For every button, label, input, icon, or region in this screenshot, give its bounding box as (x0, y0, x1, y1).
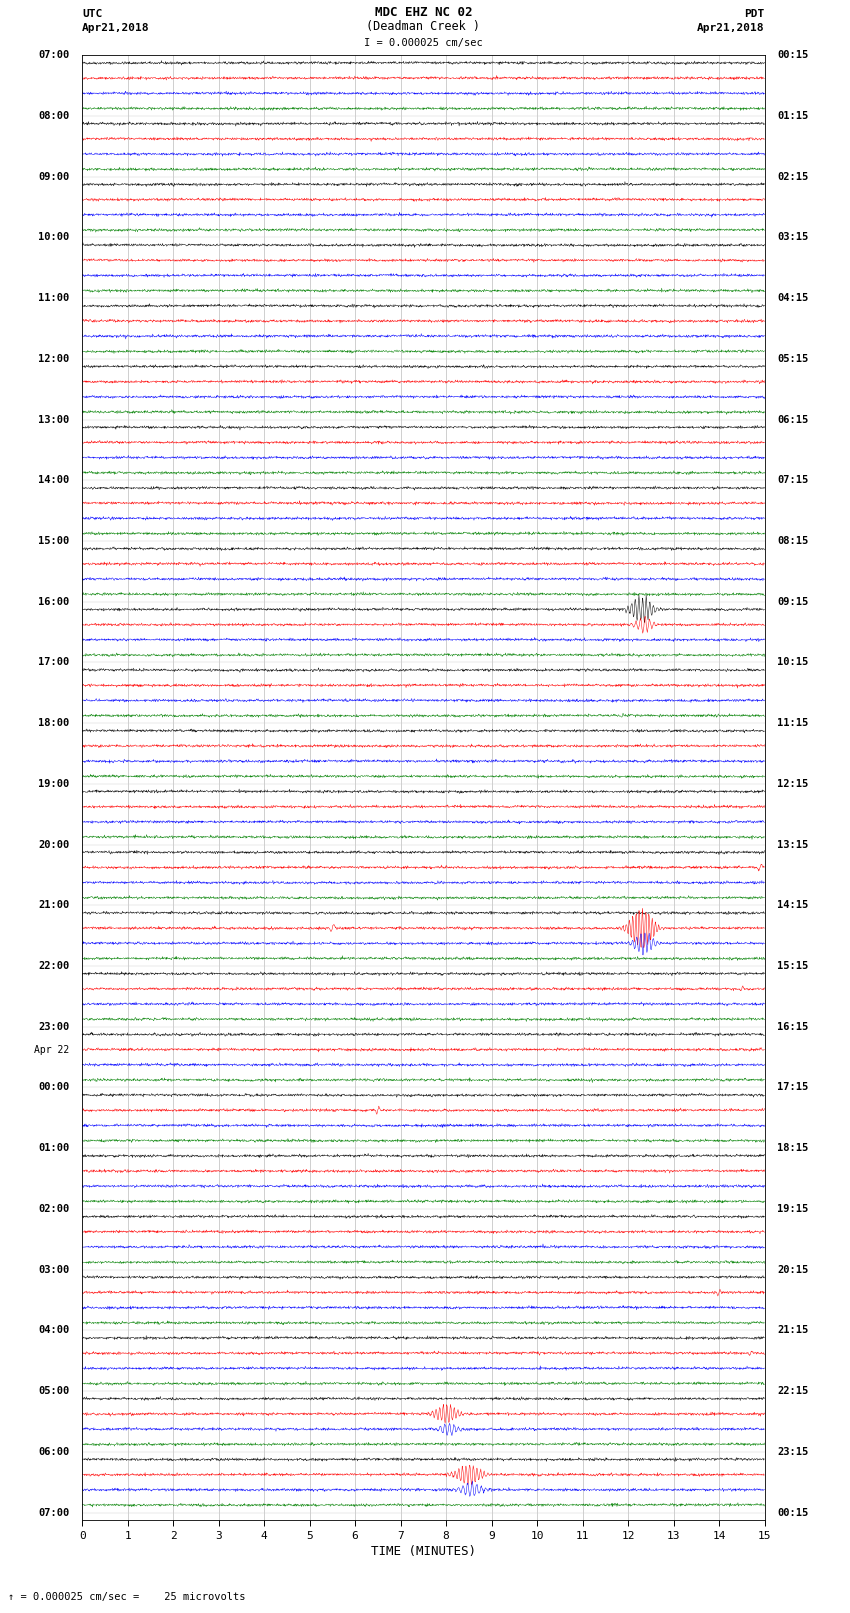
Text: 08:00: 08:00 (38, 111, 70, 121)
Text: 01:00: 01:00 (38, 1144, 70, 1153)
Text: 07:15: 07:15 (777, 476, 808, 486)
Text: Apr21,2018: Apr21,2018 (82, 23, 150, 34)
Text: (Deadman Creek ): (Deadman Creek ) (366, 21, 480, 34)
Text: 17:15: 17:15 (777, 1082, 808, 1092)
Text: 23:00: 23:00 (38, 1021, 70, 1032)
Text: 09:15: 09:15 (777, 597, 808, 606)
Text: 16:15: 16:15 (777, 1021, 808, 1032)
Text: 02:00: 02:00 (38, 1203, 70, 1215)
Text: I = 0.000025 cm/sec: I = 0.000025 cm/sec (364, 39, 483, 48)
Text: Apr21,2018: Apr21,2018 (697, 23, 764, 34)
Text: 03:00: 03:00 (38, 1265, 70, 1274)
Text: 16:00: 16:00 (38, 597, 70, 606)
Text: 22:15: 22:15 (777, 1386, 808, 1397)
Text: 15:15: 15:15 (777, 961, 808, 971)
Text: 19:00: 19:00 (38, 779, 70, 789)
Text: 08:15: 08:15 (777, 536, 808, 547)
Text: 20:00: 20:00 (38, 840, 70, 850)
Text: 09:00: 09:00 (38, 171, 70, 182)
Text: 05:15: 05:15 (777, 353, 808, 365)
Text: 04:15: 04:15 (777, 294, 808, 303)
Text: 11:15: 11:15 (777, 718, 808, 727)
Text: 07:00: 07:00 (38, 50, 70, 60)
Text: 01:15: 01:15 (777, 111, 808, 121)
Text: 20:15: 20:15 (777, 1265, 808, 1274)
Text: 19:15: 19:15 (777, 1203, 808, 1215)
Text: 02:15: 02:15 (777, 171, 808, 182)
Text: 10:00: 10:00 (38, 232, 70, 242)
Text: 17:00: 17:00 (38, 658, 70, 668)
Text: 14:15: 14:15 (777, 900, 808, 910)
Text: 03:15: 03:15 (777, 232, 808, 242)
Text: 00:15: 00:15 (777, 50, 808, 60)
Text: 06:00: 06:00 (38, 1447, 70, 1457)
Text: 05:00: 05:00 (38, 1386, 70, 1397)
Text: 00:00: 00:00 (38, 1082, 70, 1092)
Text: ↑ = 0.000025 cm/sec =    25 microvolts: ↑ = 0.000025 cm/sec = 25 microvolts (8, 1592, 246, 1602)
Text: 06:15: 06:15 (777, 415, 808, 424)
Text: 10:15: 10:15 (777, 658, 808, 668)
Text: 00:15: 00:15 (777, 1508, 808, 1518)
Text: MDC EHZ NC 02: MDC EHZ NC 02 (375, 6, 472, 19)
Text: 13:15: 13:15 (777, 840, 808, 850)
X-axis label: TIME (MINUTES): TIME (MINUTES) (371, 1545, 476, 1558)
Text: 23:15: 23:15 (777, 1447, 808, 1457)
Text: 12:00: 12:00 (38, 353, 70, 365)
Text: 22:00: 22:00 (38, 961, 70, 971)
Text: 12:15: 12:15 (777, 779, 808, 789)
Text: PDT: PDT (745, 8, 764, 19)
Text: 21:15: 21:15 (777, 1326, 808, 1336)
Text: 13:00: 13:00 (38, 415, 70, 424)
Text: 07:00: 07:00 (38, 1508, 70, 1518)
Text: Apr 22: Apr 22 (34, 1045, 70, 1055)
Text: UTC: UTC (82, 8, 102, 19)
Text: 15:00: 15:00 (38, 536, 70, 547)
Text: 11:00: 11:00 (38, 294, 70, 303)
Text: 04:00: 04:00 (38, 1326, 70, 1336)
Text: 14:00: 14:00 (38, 476, 70, 486)
Text: 18:00: 18:00 (38, 718, 70, 727)
Text: 18:15: 18:15 (777, 1144, 808, 1153)
Text: 21:00: 21:00 (38, 900, 70, 910)
